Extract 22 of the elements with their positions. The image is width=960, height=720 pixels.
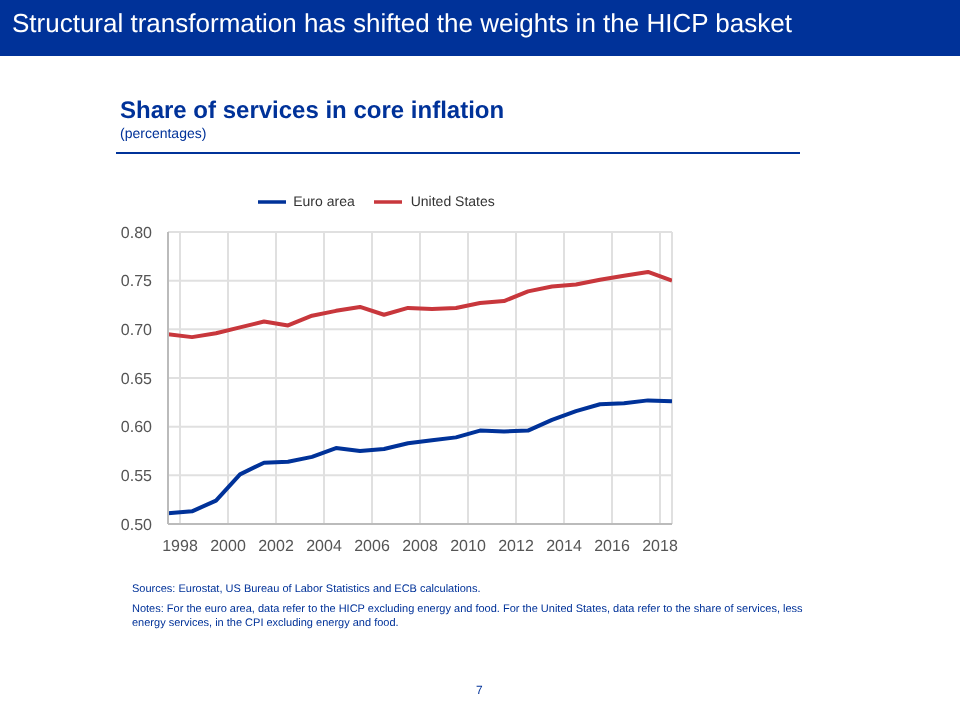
- x-tick-label: 2010: [450, 537, 487, 556]
- x-tick-label: 2018: [642, 537, 679, 556]
- x-tick-label: 2016: [594, 537, 631, 556]
- y-tick-label: 0.65: [120, 369, 154, 388]
- x-tick-label: 2014: [546, 537, 583, 556]
- x-tick-label: 2002: [258, 537, 295, 556]
- x-tick-label: 2000: [210, 537, 247, 556]
- y-tick-label: 0.80: [120, 223, 154, 242]
- y-tick-label: 0.55: [120, 467, 154, 486]
- y-tick-label: 0.60: [120, 418, 154, 437]
- text: Structural transformation has shifted the weights in the HICP basket: [0, 0, 960, 56]
- line-series: [168, 398, 672, 516]
- y-tick-label: 0.70: [120, 321, 154, 340]
- y-tick-label: 0.75: [120, 272, 154, 291]
- x-tick-label: 2012: [498, 537, 535, 556]
- x-tick-label: 1998: [162, 537, 199, 556]
- x-tick-label: 2008: [402, 537, 439, 556]
- chart-title: Share of services in core inflation: [120, 96, 505, 124]
- line-series: [168, 269, 672, 340]
- x-tick-label: 2006: [354, 537, 391, 556]
- y-tick-label: 0.50: [120, 515, 154, 534]
- x-tick-label: 2004: [306, 537, 343, 556]
